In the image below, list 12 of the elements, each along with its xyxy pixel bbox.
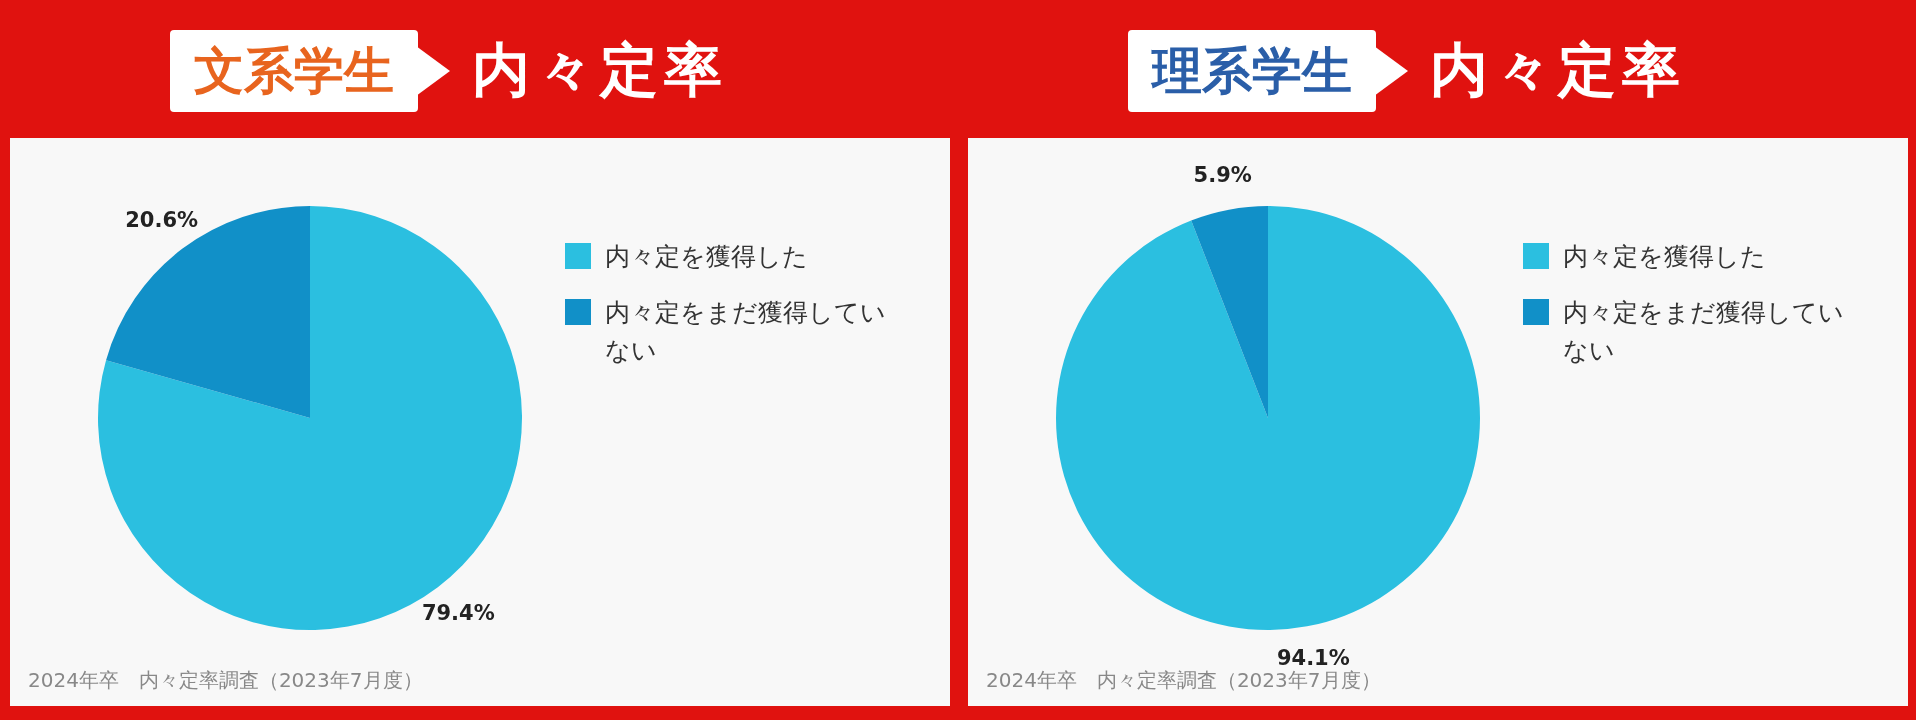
legend-label: 内々定をまだ獲得していない [1563,297,1845,367]
data-label: 5.9% [1193,162,1252,187]
chart-title: 文系学生 [170,30,418,112]
legend-label: 内々定を獲得した [1563,241,1766,273]
legend-label: 内々定を獲得した [605,241,808,273]
legend-label: 内々定をまだ獲得していない [605,297,887,367]
text: 2024年卒 内々定率調査（2023年7月度） [28,667,423,694]
chart-subtitle: 内々定率 [1430,35,1686,106]
chart-subtitle: 内々定率 [472,35,728,106]
chart-title: 理系学生 [1128,30,1376,112]
data-label: 79.4% [421,600,495,625]
data-label: 20.6% [125,208,199,233]
